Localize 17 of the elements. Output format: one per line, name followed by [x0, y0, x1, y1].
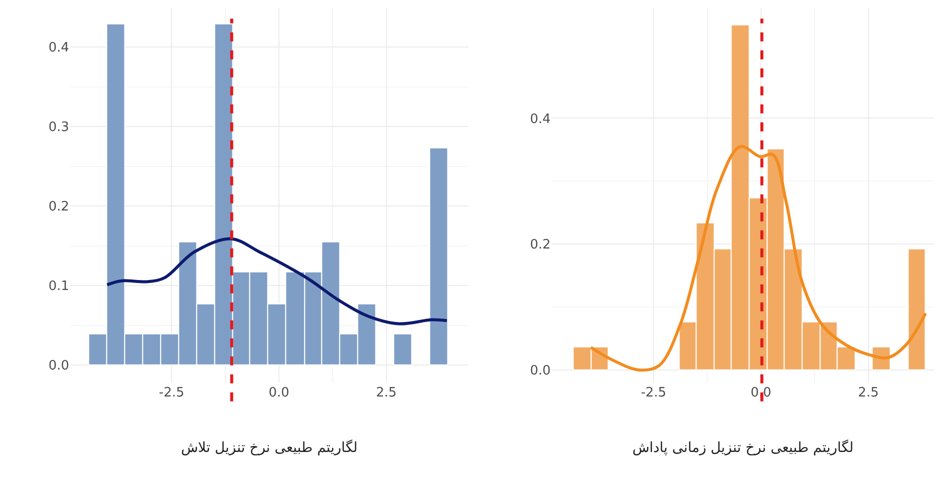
- y-tick-label: 0.4: [48, 40, 70, 56]
- x-tick-label: 0.0: [268, 386, 290, 401]
- y-tick-label: 0.3: [48, 120, 70, 136]
- x-tick-label: 2.5: [858, 386, 879, 401]
- x-axis-title: لگاریتم طبیعی نرخ تنزیل تلاش: [180, 438, 358, 456]
- line-series: [106, 237, 448, 326]
- x-tick-label: 2.5: [376, 386, 397, 401]
- x-tick-label: 0.0: [750, 386, 772, 401]
- x-axis-title: لگاریتم طبیعی نرخ تنزیل زمانی پاداش: [632, 438, 854, 456]
- y-tick-label: 0.1: [48, 279, 70, 294]
- x-tick-label: -2.5: [158, 386, 184, 401]
- y-tick-label: 0.0: [48, 358, 70, 374]
- y-tick-label: 0.2: [48, 200, 70, 215]
- y-tick-label: 0.0: [530, 364, 551, 379]
- y-tick-label: 0.4: [530, 112, 551, 127]
- y-tick-label: 0.2: [530, 238, 551, 253]
- x-tick-label: -2.5: [640, 386, 666, 401]
